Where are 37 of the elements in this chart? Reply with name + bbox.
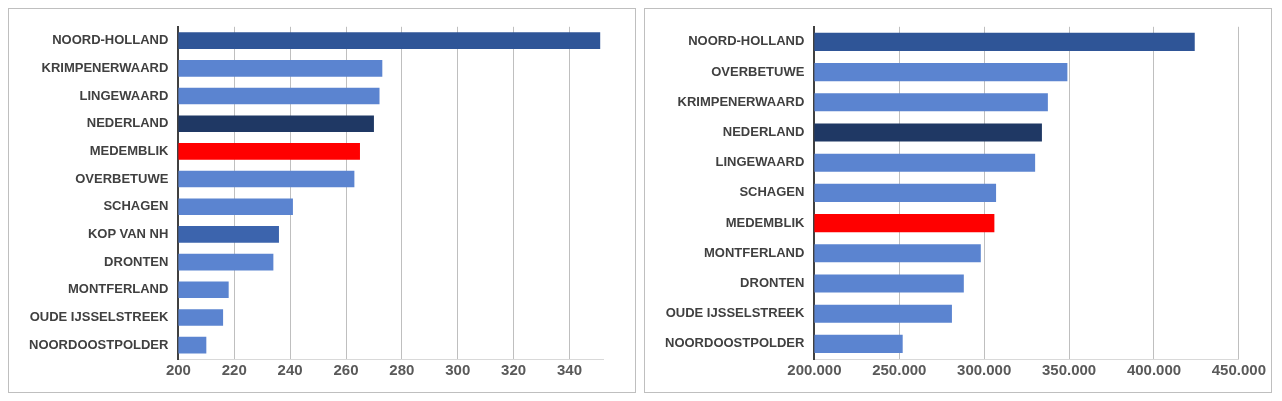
y-tick-label: SCHAGEN [739,184,805,200]
x-tick-label: 240 [277,361,303,379]
y-tick-label: OUDE IJSSELSTREEK [665,305,805,321]
y-tick-label: NOORDOOSTPOLDER [28,336,169,352]
y-tick-label: SCHAGEN [103,198,169,214]
y-tick-label: NOORD-HOLLAND [688,33,805,49]
y-tick-label: LINGEWAARD [715,154,805,170]
x-tick-label: 450.000 [1211,361,1267,379]
y-tick-label: NEDERLAND [722,124,805,140]
y-tick-label: MEDEMBLIK [89,142,169,158]
y-tick-label: OVERBETUWE [711,63,805,79]
x-tick-label: 250.000 [872,361,927,379]
y-tick-label: NOORD-HOLLAND [52,32,169,48]
x-tick-label: 300.000 [957,361,1012,379]
y-tick-label: LINGEWAARD [79,87,169,103]
y-tick-label: KRIMPENERWAARD [41,59,169,75]
x-tick-label: 320 [501,361,527,379]
x-tick-label: 200 [165,361,191,379]
y-tick-label: DRONTEN [104,253,169,269]
y-tick-label: MEDEMBLIK [725,214,805,230]
x-tick-label: 350.000 [1041,361,1097,379]
y-tick-label: MONTFERLAND [704,244,805,260]
x-tick-label: 280 [389,361,415,379]
x-tick-label: 400.000 [1126,361,1182,379]
x-tick-label: 340 [556,361,582,379]
x-tick-label: 260 [333,361,359,379]
y-tick-label: KOP VAN NH [87,226,169,241]
y-tick-label: NEDERLAND [86,115,169,131]
y-tick-label: OUDE IJSSELSTREEK [29,309,169,325]
x-tick-label: 300 [445,361,471,379]
y-tick-label: MONTFERLAND [68,281,169,297]
y-tick-label: OVERBETUWE [75,170,169,186]
y-tick-label: NOORDOOSTPOLDER [664,335,805,351]
x-tick-label: 200.000 [787,361,842,379]
y-tick-label: KRIMPENERWAARD [677,93,805,109]
x-tick-label: 220 [221,361,247,379]
y-tick-label: DRONTEN [740,275,805,291]
